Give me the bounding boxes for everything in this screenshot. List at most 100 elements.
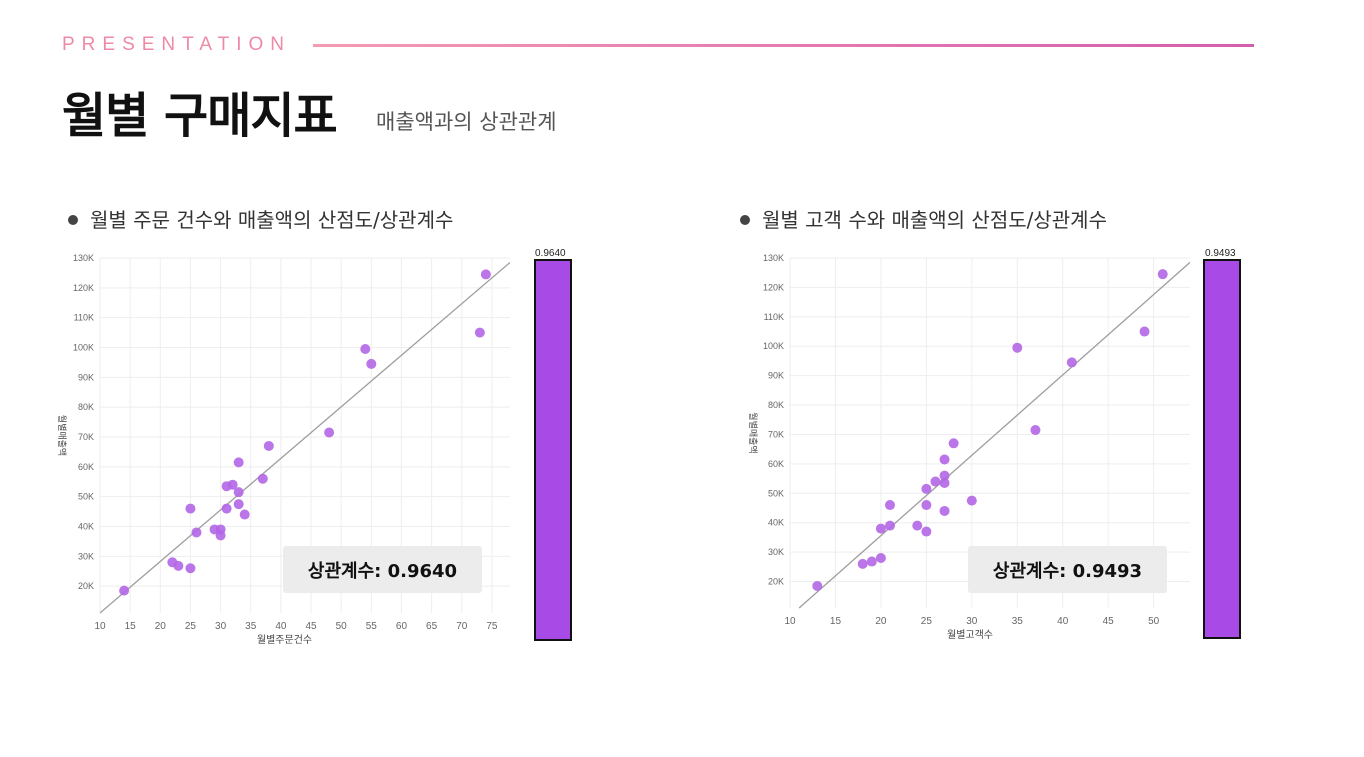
y-tick-label: 130K — [73, 253, 94, 263]
scatter-chart-orders: 10 15 20 25 30 35 40 45 50 55 60 65 70 75 20K 30K 40K 50K… — [57, 253, 511, 646]
y-tick-label: 60K — [78, 462, 94, 472]
x-tick-label: 45 — [1103, 616, 1115, 627]
data-point — [191, 527, 202, 538]
correlation-label-orders: 상관계수: 0.9640 — [283, 546, 482, 593]
grid — [789, 257, 1190, 608]
trend-line — [99, 261, 511, 614]
scatter-chart-customers: 10 15 20 25 30 35 40 45 50 20K 30K 40K 50K 60K 70K 80K 9… — [748, 253, 1191, 641]
data-point — [233, 499, 244, 510]
correlation-bar-value-orders: 0.9640 — [535, 248, 566, 259]
trend-line — [798, 261, 1191, 609]
x-tick-label: 35 — [245, 621, 257, 632]
x-tick-label: 15 — [830, 616, 842, 627]
x-tick-label: 10 — [784, 616, 796, 627]
section-heading-customers: 월별 고객 수와 매출액의 산점도/상관계수 — [740, 204, 1107, 233]
data-point — [939, 454, 950, 465]
data-point — [480, 269, 491, 280]
y-tick-label: 40K — [78, 521, 94, 531]
data-point — [233, 487, 244, 498]
y-tick-label: 120K — [73, 283, 94, 293]
data-point — [885, 520, 895, 531]
y-tick-label: 120K — [763, 282, 784, 292]
x-tick-label: 20 — [875, 616, 887, 627]
section-heading-orders: 월별 주문 건수와 매출액의 산점도/상관계수 — [68, 204, 453, 233]
kicker-divider — [313, 44, 1254, 47]
data-point — [366, 358, 377, 369]
data-point — [173, 560, 184, 571]
data-point — [875, 523, 886, 534]
data-point — [360, 343, 371, 354]
x-tick-label: 20 — [155, 621, 167, 632]
x-tick-label: 75 — [486, 621, 498, 632]
y-axis-label: 월별매출액 — [748, 412, 759, 453]
data-point — [185, 503, 196, 514]
data-point — [474, 327, 485, 338]
x-tick-label: 30 — [215, 621, 227, 632]
x-tick-label: 50 — [1148, 616, 1160, 627]
y-tick-label: 90K — [768, 371, 784, 381]
data-point — [857, 558, 868, 569]
x-tick-label: 55 — [366, 621, 378, 632]
data-point — [948, 438, 959, 449]
x-tick-label: 35 — [1012, 616, 1024, 627]
data-point — [185, 563, 196, 574]
x-tick-label: 65 — [426, 621, 438, 632]
x-axis-label: 월별주문건수 — [257, 634, 312, 646]
data-point — [812, 580, 823, 591]
data-point — [885, 500, 895, 511]
data-point — [324, 427, 335, 438]
data-point — [912, 520, 923, 531]
x-tick-label: 25 — [185, 621, 197, 632]
y-tick-label: 100K — [73, 342, 94, 352]
data-point — [215, 530, 226, 541]
data-point — [939, 478, 950, 488]
correlation-label-customers: 상관계수: 0.9493 — [968, 546, 1167, 593]
x-tick-label: 45 — [305, 621, 317, 632]
y-tick-label: 40K — [768, 518, 784, 528]
section-label: 월별 주문 건수와 매출액의 산점도/상관계수 — [90, 208, 454, 232]
y-tick-label: 50K — [78, 492, 94, 502]
x-tick-label: 40 — [1057, 616, 1069, 627]
y-tick-label: 30K — [78, 551, 94, 561]
data-point — [1012, 342, 1023, 353]
data-point — [1139, 326, 1150, 337]
data-point — [263, 440, 274, 451]
data-point — [866, 556, 877, 567]
y-tick-label: 100K — [763, 341, 784, 351]
x-tick-label: 70 — [456, 621, 468, 632]
data-point — [921, 483, 932, 494]
page-subtitle: 매출액과의 상관관계 — [376, 110, 557, 134]
data-point — [119, 585, 130, 596]
data-point — [221, 503, 232, 514]
y-tick-label: 90K — [78, 372, 94, 382]
data-point — [1030, 425, 1041, 436]
y-tick-label: 30K — [768, 547, 784, 557]
data-point — [257, 473, 268, 484]
section-label: 월별 고객 수와 매출액의 산점도/상관계수 — [762, 208, 1107, 232]
y-tick-label: 80K — [78, 402, 94, 412]
x-tick-label: 60 — [396, 621, 408, 632]
correlation-bar-value-customers: 0.9493 — [1205, 248, 1236, 259]
page-title: 월별 구매지표 — [62, 88, 338, 144]
x-tick-label: 15 — [125, 621, 137, 632]
kicker-text: PRESENTATION — [62, 34, 291, 55]
y-tick-label: 70K — [768, 429, 784, 439]
y-tick-label: 50K — [768, 488, 784, 498]
y-tick-label: 70K — [78, 432, 94, 442]
x-tick-label: 25 — [921, 616, 933, 627]
x-tick-label: 50 — [336, 621, 348, 632]
data-point — [921, 526, 932, 537]
y-tick-label: 20K — [768, 577, 784, 587]
correlation-bar-orders — [534, 259, 572, 641]
y-tick-label: 80K — [768, 400, 784, 410]
correlation-bar-customers — [1203, 259, 1241, 639]
y-tick-label: 110K — [764, 312, 784, 322]
x-axis-label: 월별고객수 — [947, 629, 993, 641]
data-point — [1157, 269, 1168, 280]
y-tick-label: 110K — [74, 313, 94, 323]
y-tick-label: 20K — [78, 581, 94, 591]
bullet-icon — [68, 214, 78, 225]
x-tick-label: 40 — [275, 621, 287, 632]
data-point — [930, 476, 941, 487]
data-point — [239, 509, 250, 520]
